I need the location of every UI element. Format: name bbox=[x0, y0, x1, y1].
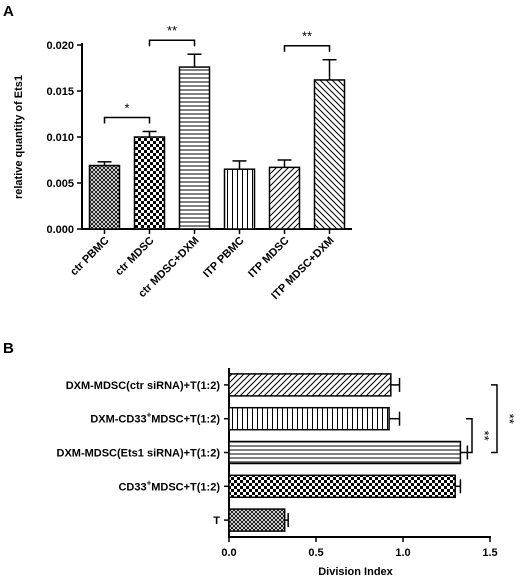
panel-a-category-label: ITP PBMC bbox=[201, 235, 247, 281]
panel-a-bar bbox=[88, 164, 121, 230]
panel-a-y-tick-label: 0.005 bbox=[46, 178, 74, 190]
panel-b-x-axis-title: Division Index bbox=[318, 566, 393, 578]
panel-a-significance: *** ** bbox=[103, 23, 331, 124]
panel-b-x-tick-label: 1.5 bbox=[482, 547, 497, 559]
panel-b-bar bbox=[228, 508, 286, 532]
panel-a-significance-bracket bbox=[103, 116, 151, 124]
panel-a-bar bbox=[178, 66, 211, 230]
panel-b-category-label-superscript: + bbox=[147, 478, 152, 487]
panel-b-category-label: DXM-MDSC(Ets1 siRNA)+T(1:2) bbox=[57, 448, 221, 460]
panel-b-bar bbox=[228, 373, 392, 397]
panel-b-category-label-text: MDSC+T(1:2) bbox=[151, 481, 220, 493]
panel-b-category-label-text: T bbox=[213, 515, 220, 527]
panel-b-category-label: CD33+MDSC+T(1:2) bbox=[118, 478, 220, 493]
panel-a-label: A bbox=[3, 3, 14, 20]
panel-a-y-tick-label: 0.000 bbox=[46, 224, 74, 236]
panel-b-category-label: T bbox=[213, 515, 220, 527]
panel-a-category-label: ctr MDSC bbox=[113, 235, 157, 279]
panel-a-bar bbox=[133, 136, 166, 230]
panel-b-significance-label: ** bbox=[477, 431, 492, 441]
panel-b-category-label: DXM-MDSC(ctr siRNA)+T(1:2) bbox=[66, 380, 221, 392]
panel-b-category-label-text: DXM-MDSC(ctr siRNA)+T(1:2) bbox=[66, 380, 221, 392]
panel-b-x-tick-label: 0.0 bbox=[221, 547, 236, 559]
panel-b-bar bbox=[228, 474, 456, 499]
panel-a-y-tick-label: 0.015 bbox=[46, 86, 74, 98]
panel-b-x-tick-label: 0.5 bbox=[308, 547, 323, 559]
panel-a-y-axis-title: relative quantity of Ets1 bbox=[13, 75, 25, 199]
panel-a-significance-label: ** bbox=[167, 23, 177, 38]
panel-b-bar bbox=[228, 406, 390, 431]
panel-b-category-label: DXM-CD33+MDSC+T(1:2) bbox=[90, 411, 220, 426]
panel-b-category-label-text: DXM-CD33 bbox=[90, 414, 146, 426]
panel-b-significance-label: ** bbox=[502, 414, 517, 424]
panel-a-bars bbox=[88, 53, 346, 230]
panel-b-axes: 0.0 0.5 1.0 1.5 DXM-MDSC(ctr siRNA)+T(1:2) DX… bbox=[57, 368, 498, 559]
panel-b-category-label-text: MDSC+T(1:2) bbox=[151, 414, 220, 426]
panel-b-category-label-superscript: + bbox=[147, 411, 152, 420]
panel-a-significance-label: * bbox=[124, 100, 129, 115]
panel-b: B Division Index 0.0 0.5 1.0 1.5 DXM-MDSC(ct… bbox=[3, 340, 517, 578]
panel-b-significance-bracket bbox=[466, 417, 473, 454]
panel-b-category-label-text: CD33 bbox=[118, 481, 146, 493]
panel-a-category-label: ctr PBMC bbox=[68, 235, 112, 279]
panel-b-significance: ** ** bbox=[466, 384, 517, 454]
panel-b-category-label-text: DXM-MDSC(Ets1 siRNA)+T(1:2) bbox=[57, 448, 221, 460]
panel-b-x-tick-label: 1.0 bbox=[395, 547, 410, 559]
panel-b-significance-bracket bbox=[491, 384, 498, 454]
panel-a-bar bbox=[223, 168, 256, 230]
panel-a-y-tick-label: 0.020 bbox=[46, 40, 74, 52]
panel-a-bar bbox=[313, 79, 346, 230]
panel-a: A relative quantity of Ets1 0.000 0.005 0.… bbox=[3, 3, 352, 302]
panel-a-y-tick-label: 0.010 bbox=[46, 132, 74, 144]
panel-b-bars bbox=[228, 373, 469, 532]
panel-b-bar bbox=[228, 440, 462, 465]
panel-b-label: B bbox=[3, 340, 14, 357]
panel-a-significance-label: ** bbox=[302, 29, 312, 44]
panel-a-category-label: ITP MDSC bbox=[246, 235, 292, 281]
panel-a-bar bbox=[268, 166, 301, 230]
panel-a-significance-bracket bbox=[148, 39, 196, 47]
panel-a-significance-bracket bbox=[283, 44, 331, 52]
